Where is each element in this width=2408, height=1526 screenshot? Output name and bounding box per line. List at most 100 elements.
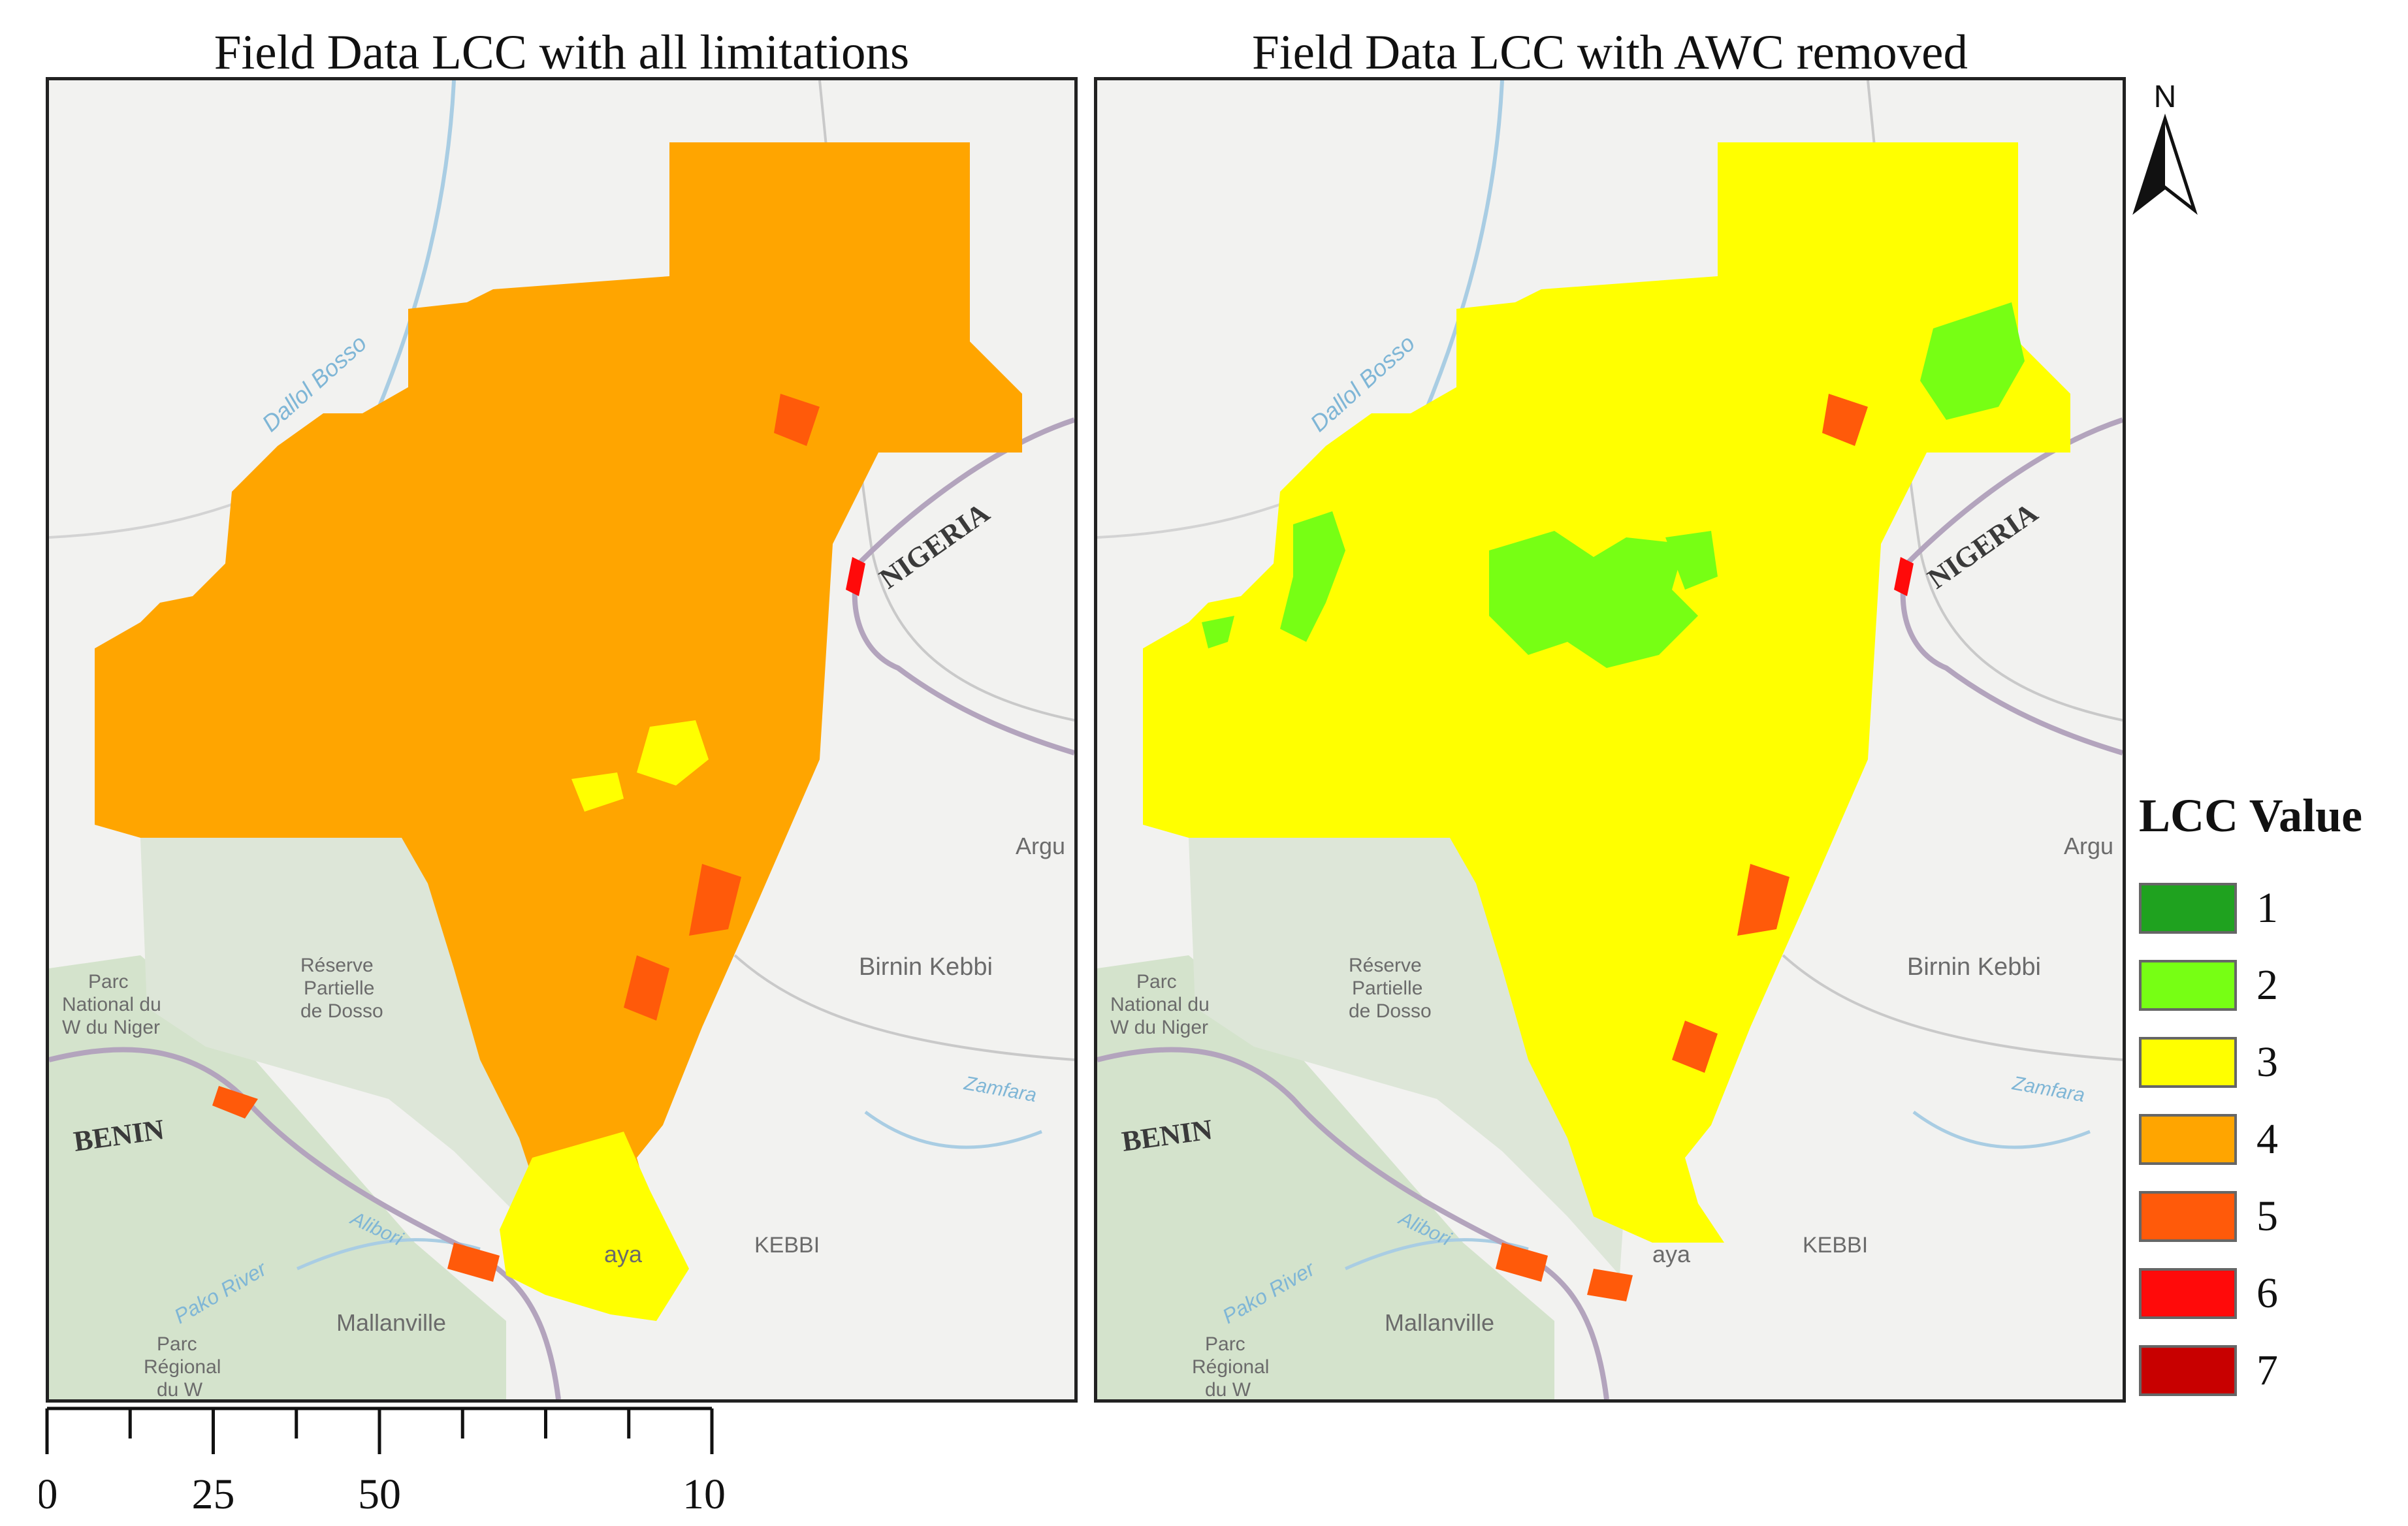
lcc-region-class3: [637, 720, 709, 786]
map-left-svg: Dallol Bosso NIGERIA BENIN Argu Birnin K…: [49, 80, 1074, 1399]
city-label-gaya: aya: [1652, 1241, 1691, 1267]
park-label-line1: Parc: [88, 971, 129, 993]
park-label-line2: National du: [62, 994, 161, 1015]
lcc-region-class5: [447, 1243, 500, 1282]
park-label-line2: National du: [1110, 994, 1210, 1015]
park-area: [49, 955, 506, 1399]
north-arrow: N: [2132, 80, 2198, 215]
reserve-label-line3: de Dosso: [300, 1000, 383, 1022]
legend-item: 1: [2139, 880, 2278, 936]
lcc-region-class2: [1489, 531, 1698, 668]
city-label-birnin-kebbi: Birnin Kebbi: [859, 953, 993, 981]
lcc-region-class2: [1202, 616, 1234, 648]
lcc-region-class5: [689, 864, 741, 936]
lcc-region-class3: [500, 1132, 689, 1321]
legend-item: 4: [2139, 1111, 2278, 1168]
state-label-kebbi: KEBBI: [754, 1233, 820, 1258]
legend-item: 2: [2139, 957, 2278, 1013]
map-right-svg: Dallol Bosso NIGERIA BENIN Argu Birnin K…: [1097, 80, 2123, 1399]
city-label-mallanville: Mallanville: [1385, 1309, 1494, 1336]
scale-label: 0: [39, 1470, 58, 1518]
city-label-argu: Argu: [2064, 833, 2113, 859]
legend-item: 6: [2139, 1265, 2278, 1322]
reserve-label-line2: Partielle: [304, 978, 374, 999]
country-label-nigeria: NIGERIA: [874, 496, 996, 595]
lcc-region-class6: [1894, 557, 1914, 596]
map-panel-left[interactable]: Dallol Bosso NIGERIA BENIN Argu Birnin K…: [46, 77, 1078, 1403]
reserve-label-line2: Partielle: [1352, 978, 1422, 999]
lcc-region-class5: [1587, 1269, 1633, 1301]
lcc-region-class2: [1280, 511, 1345, 642]
legend-label: 2: [2256, 961, 2278, 1009]
river: [1912, 1110, 2091, 1149]
parc-regional-line3: du W: [1205, 1379, 1251, 1399]
lcc-region-class2: [1665, 531, 1718, 590]
city-label-mallanville: Mallanville: [336, 1309, 446, 1336]
legend-item: 3: [2139, 1034, 2278, 1090]
lcc-region-class5: [1737, 864, 1790, 936]
lcc-region-class5: [1672, 1021, 1718, 1073]
panel-title-left: Field Data LCC with all limitations: [214, 25, 910, 80]
lcc-region-class3: [571, 772, 624, 812]
scale-label: 100 Miles: [682, 1470, 725, 1518]
map-panel-right[interactable]: Dallol Bosso NIGERIA BENIN Argu Birnin K…: [1094, 77, 2126, 1403]
scale-label: 25: [192, 1470, 235, 1518]
park-area: [1097, 955, 1554, 1399]
lcc-region-class5: [212, 1086, 258, 1119]
legend-swatch: [2139, 1037, 2237, 1088]
city-label-gaya: aya: [604, 1241, 643, 1267]
reserve-label-line1: Réserve: [1349, 955, 1422, 976]
lcc-raster-left: [95, 142, 1022, 1321]
legend-label: 1: [2256, 884, 2278, 932]
legend-swatch: [2139, 1114, 2237, 1165]
lcc-region-class5: [1822, 394, 1868, 446]
parc-regional-line2: Régional: [144, 1356, 221, 1378]
road: [1782, 954, 2123, 1061]
legend-item: 5: [2139, 1188, 2278, 1245]
river-label-zamfara: Zamfara: [2010, 1072, 2087, 1106]
border: [49, 1047, 561, 1399]
city-label-argu: Argu: [1016, 833, 1065, 859]
reserve-label-line3: de Dosso: [1349, 1000, 1432, 1022]
lcc-raster-right: [1143, 142, 2070, 1301]
legend-label: 4: [2256, 1115, 2278, 1163]
legend-title: LCC Value: [2139, 789, 2363, 842]
legend-item: 7: [2139, 1343, 2278, 1399]
legend-swatch: [2139, 1345, 2237, 1396]
park-label-line3: W du Niger: [62, 1017, 160, 1038]
legend-swatch: [2139, 960, 2237, 1011]
scale-label: 50: [358, 1470, 401, 1518]
country-label-nigeria: NIGERIA: [1922, 496, 2044, 595]
legend-label: 5: [2256, 1192, 2278, 1240]
lcc-region-class5: [774, 394, 820, 446]
lcc-region-class6: [846, 557, 865, 596]
north-label: N: [2154, 80, 2177, 114]
legend-swatch: [2139, 1191, 2237, 1242]
park-label-line3: W du Niger: [1110, 1017, 1208, 1038]
parc-regional-line2: Régional: [1192, 1356, 1269, 1378]
legend-label: 6: [2256, 1269, 2278, 1317]
parc-regional-line1: Parc: [157, 1333, 197, 1355]
panel-title-right: Field Data LCC with AWC removed: [1252, 25, 1968, 80]
reserve-label-line1: Réserve: [300, 955, 374, 976]
legend-label: 3: [2256, 1038, 2278, 1086]
legend-label: 7: [2256, 1346, 2278, 1394]
lcc-region-class5: [624, 955, 669, 1021]
river-label-zamfara: Zamfara: [962, 1072, 1038, 1106]
border: [1900, 417, 2123, 755]
lcc-region-class2: [1920, 302, 2025, 420]
lcc-region-class5: [1496, 1243, 1548, 1282]
north-arrow-icon-fill: [2136, 119, 2165, 210]
city-label-birnin-kebbi: Birnin Kebbi: [1907, 953, 2041, 981]
border: [1097, 1047, 1609, 1399]
state-label-kebbi: KEBBI: [1803, 1233, 1868, 1258]
legend-swatch: [2139, 1268, 2237, 1319]
border: [852, 417, 1074, 755]
park-label-line1: Parc: [1136, 971, 1177, 993]
river: [864, 1110, 1042, 1149]
legend-swatch: [2139, 883, 2237, 934]
road: [733, 954, 1074, 1061]
scale-bar: 0 25 50 100 Miles: [39, 1407, 725, 1518]
parc-regional-line1: Parc: [1205, 1333, 1245, 1355]
parc-regional-line3: du W: [157, 1379, 203, 1399]
